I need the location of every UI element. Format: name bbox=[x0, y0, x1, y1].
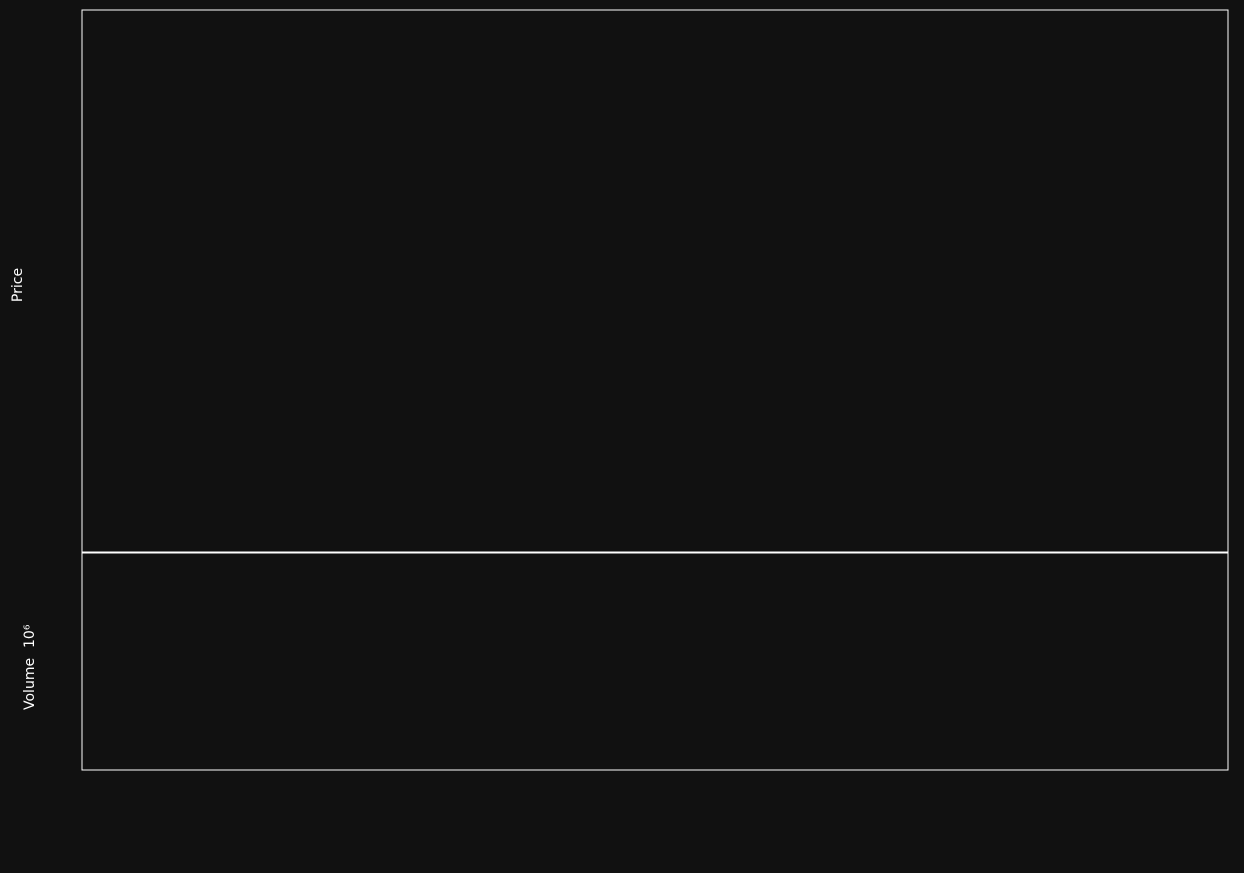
price-frame bbox=[81, 9, 1229, 553]
volume-axis-label: Volume bbox=[22, 658, 38, 710]
volume-frame bbox=[81, 552, 1229, 771]
price-axis-label: Price bbox=[10, 268, 26, 302]
volume-offset-label: 10⁶ bbox=[22, 624, 38, 648]
